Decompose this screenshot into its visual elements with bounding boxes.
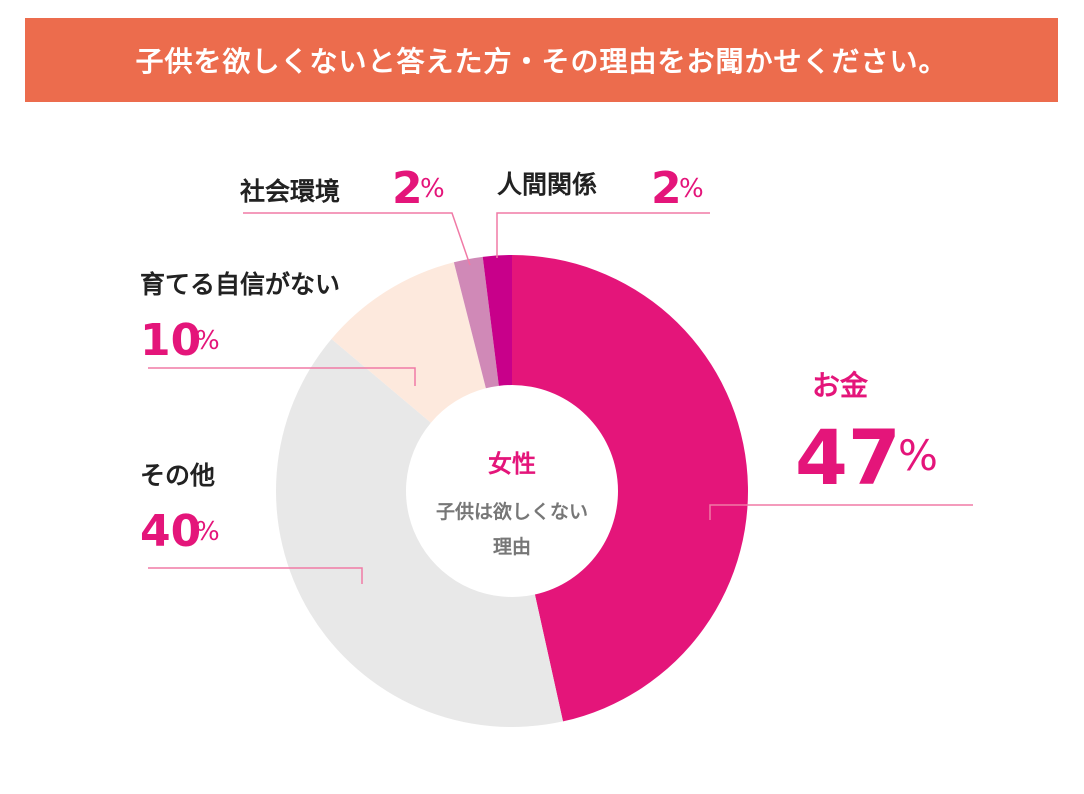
center-label-gender: 女性 xyxy=(488,450,536,478)
slice-label-confidence: 育てる自信がない xyxy=(140,270,340,299)
leader-line-relationship xyxy=(496,212,710,258)
page-title: 子供を欲しくないと答えた方・その理由をお聞かせください。 xyxy=(25,18,1058,102)
slice-percent-society: % xyxy=(420,174,445,204)
slice-other xyxy=(276,338,563,727)
slice-label-other: その他 xyxy=(140,461,215,490)
slice-relationship xyxy=(482,255,512,386)
slice-percent-money: % xyxy=(898,431,938,480)
slice-value-money: 47 xyxy=(795,413,901,502)
slice-label-society: 社会環境 xyxy=(240,177,340,206)
slice-society xyxy=(453,256,499,389)
leader-line-money xyxy=(709,504,973,520)
slice-label-relationship: 人間関係 xyxy=(497,170,597,199)
slice-value-society: 2 xyxy=(392,163,423,214)
donut-slices xyxy=(276,255,749,727)
leader-line-other xyxy=(148,567,363,584)
slice-value-relationship: 2 xyxy=(651,163,682,214)
leader-line-confidence xyxy=(148,367,416,386)
slice-money xyxy=(512,255,749,722)
center-label-line3: 理由 xyxy=(493,535,531,558)
center-label-line2: 子供は欲しくない xyxy=(436,500,588,523)
leader-line-society xyxy=(243,212,471,266)
slice-percent-relationship: % xyxy=(679,174,704,204)
slice-percent-other: % xyxy=(195,517,220,547)
slice-value-confidence: 10 xyxy=(140,315,201,366)
slice-confidence xyxy=(331,262,486,423)
slice-label-money: お金 xyxy=(812,369,869,402)
slice-value-other: 40 xyxy=(140,506,201,557)
slice-percent-confidence: % xyxy=(195,326,220,356)
